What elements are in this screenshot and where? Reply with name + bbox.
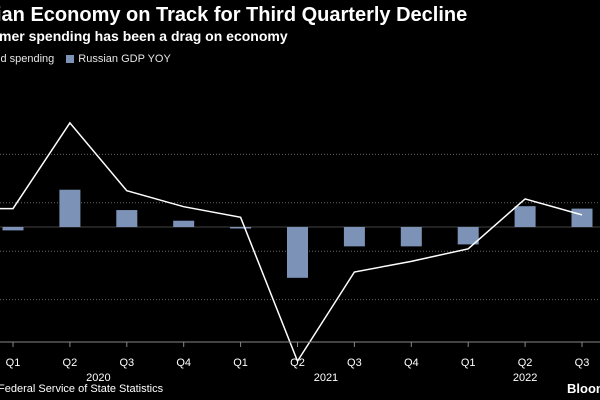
x-tick-label-4: Q1 (233, 357, 248, 369)
bar-1 (59, 189, 81, 227)
legend-bar-swatch (66, 55, 75, 63)
legend-item-line-label: ld spending (0, 53, 55, 65)
x-tick-label-9: Q2 (518, 357, 533, 369)
bar-4 (230, 227, 252, 229)
x-tick-label-0: Q1 (6, 357, 21, 369)
year-label-2: 2022 (513, 372, 537, 384)
bar-2 (116, 210, 138, 227)
x-tick-label-2: Q3 (119, 357, 134, 369)
x-tick-label-6: Q3 (347, 357, 362, 369)
x-tick-label-10: Q3 (575, 357, 590, 369)
chart-title: ian Economy on Track for Third Quarterly… (0, 4, 468, 26)
x-tick-label-5: Q2 (290, 357, 305, 369)
bar-8 (457, 227, 479, 245)
bar-0 (2, 227, 24, 231)
bar-5 (287, 227, 308, 278)
bloomberg-logo: Bloom (567, 381, 600, 396)
x-tick-label-1: Q2 (63, 357, 78, 369)
x-tick-label-8: Q1 (461, 357, 476, 369)
legend-item-bar-label: Russian GDP YOY (78, 53, 171, 65)
bar-9 (514, 206, 536, 227)
chart-subtitle: mer spending has been a drag on economy (0, 28, 288, 44)
bar-7 (400, 227, 422, 247)
x-tick-label-3: Q4 (176, 357, 191, 369)
year-label-0: 2020 (86, 372, 110, 384)
x-tick-label-7: Q4 (404, 357, 419, 369)
bar-6 (343, 227, 365, 247)
bar-10 (571, 208, 593, 227)
spending-line (0, 121, 583, 363)
year-label-1: 2021 (314, 372, 338, 384)
chart-legend: ld spending Russian GDP YOY (0, 53, 171, 65)
source-note: Federal Service of State Statistics (0, 383, 164, 395)
bar-3 (173, 220, 195, 227)
